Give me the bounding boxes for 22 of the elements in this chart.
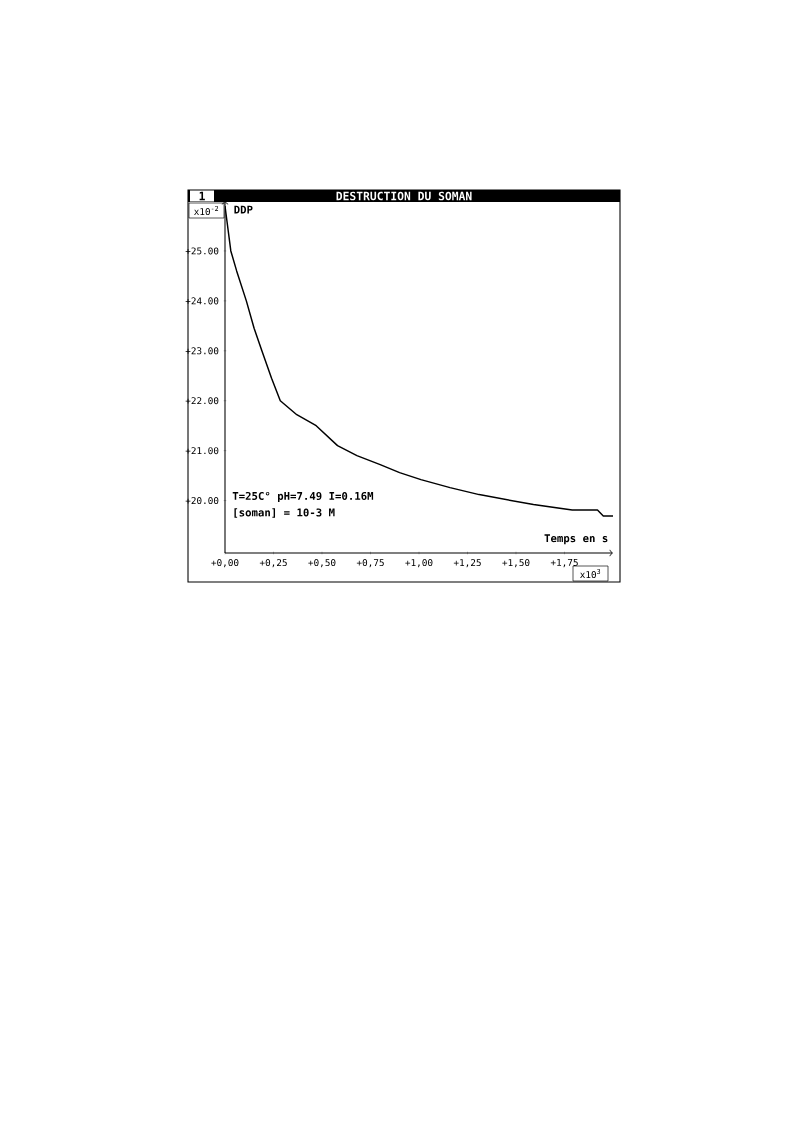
y-tick-label: +24.00: [185, 297, 219, 305]
text: x10$^{-2}$: [194, 205, 219, 216]
x-tick-label: +1,25: [453, 559, 481, 568]
annotation: [soman] = 10-3 M: [234, 508, 335, 518]
y-tick-label: +21.00: [185, 447, 219, 455]
x-tick-label: +1,50: [502, 559, 530, 568]
x-tick-label: +0,50: [308, 559, 336, 568]
y-axis-title: DDP: [234, 205, 253, 214]
text: x10$^{3}$: [580, 568, 601, 579]
text: 1: [199, 191, 205, 201]
x-tick-label: +0,00: [211, 559, 239, 568]
y-tick-label: +20.00: [185, 497, 219, 505]
x-tick-label: +1,00: [405, 559, 433, 568]
y-tick-label: +22.00: [185, 397, 219, 405]
y-tick-label: +25.00: [185, 247, 219, 255]
y-tick-label: +23.00: [185, 347, 219, 355]
x-tick-label: +1,75: [550, 559, 578, 568]
x-tick-label: +0,75: [356, 559, 384, 568]
annotation: T=25C° pH=7.49 I=0.16M: [232, 491, 374, 503]
chart-title: DESTRUCTION DU SOMAN: [336, 191, 472, 201]
x-tick-label: +0,25: [259, 559, 287, 568]
x-axis-title: Temps en s: [544, 534, 608, 545]
